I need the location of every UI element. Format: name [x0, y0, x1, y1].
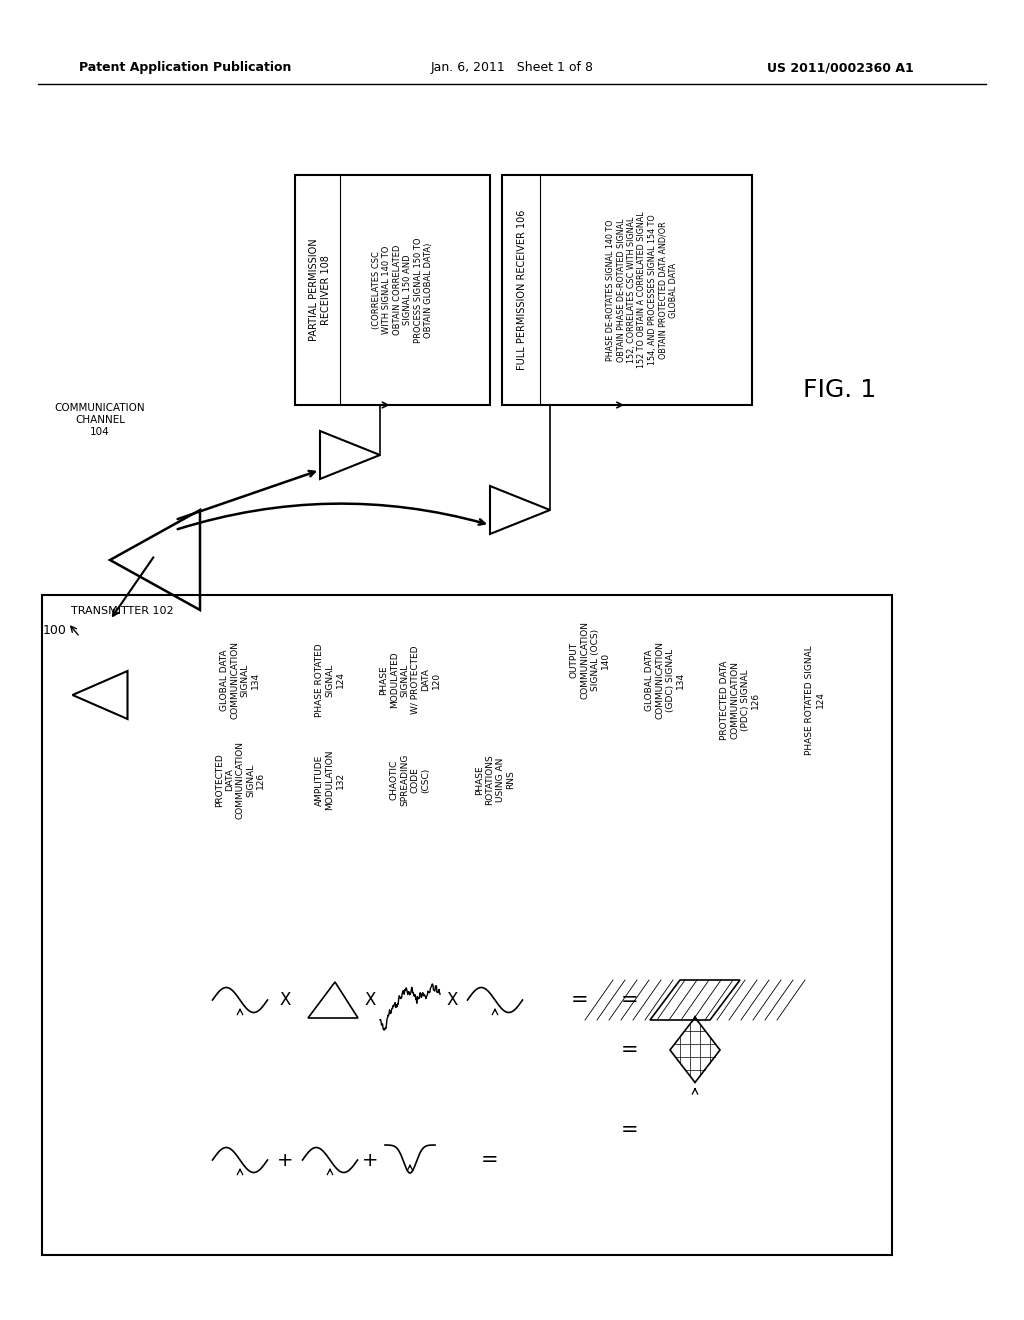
- Bar: [295, 176, 490, 405]
- Text: GLOBAL DATA
COMMUNICATION
(GDC) SIGNAL
134: GLOBAL DATA COMMUNICATION (GDC) SIGNAL 1…: [645, 642, 685, 719]
- Text: PARTIAL PERMISSION
RECEIVER 108: PARTIAL PERMISSION RECEIVER 108: [309, 239, 331, 342]
- Text: PHASE
ROTATIONS
USING AN
RNS: PHASE ROTATIONS USING AN RNS: [475, 755, 515, 805]
- Text: X: X: [280, 991, 291, 1008]
- Text: =: =: [481, 1150, 499, 1170]
- Text: PHASE
MODULATED
SIGNAL
W/ PROTECTED
DATA
120: PHASE MODULATED SIGNAL W/ PROTECTED DATA…: [380, 645, 440, 714]
- Text: FIG. 1: FIG. 1: [804, 378, 877, 403]
- Text: PROTECTED
DATA
COMMUNICATION
SIGNAL
126: PROTECTED DATA COMMUNICATION SIGNAL 126: [215, 741, 265, 818]
- Text: =: =: [622, 990, 639, 1010]
- Text: =: =: [622, 1040, 639, 1060]
- Text: PHASE ROTATED
SIGNAL
124: PHASE ROTATED SIGNAL 124: [315, 643, 345, 717]
- Text: CHAOTIC
SPREADING
CODE
(CSC): CHAOTIC SPREADING CODE (CSC): [390, 754, 430, 807]
- Text: PROTECTED DATA
COMMUNICATION
(PDC) SIGNAL
126: PROTECTED DATA COMMUNICATION (PDC) SIGNA…: [720, 660, 760, 739]
- Text: 100: 100: [43, 623, 67, 636]
- Text: AMPLITUDE
MODULATION
132: AMPLITUDE MODULATION 132: [315, 750, 345, 810]
- Bar: [502, 176, 752, 405]
- Text: US 2011/0002360 A1: US 2011/0002360 A1: [767, 62, 913, 74]
- Text: X: X: [365, 991, 376, 1008]
- Text: OUTPUT
COMMUNICATION
SIGNAL (OCS)
140: OUTPUT COMMUNICATION SIGNAL (OCS) 140: [570, 620, 610, 700]
- Text: +: +: [361, 1151, 378, 1170]
- Text: PHASE DE-ROTATES SIGNAL 140 TO
OBTAIN PHASE DE-ROTATED SIGNAL
152, CORRELATES CS: PHASE DE-ROTATES SIGNAL 140 TO OBTAIN PH…: [606, 211, 678, 368]
- Text: PHASE ROTATED SIGNAL
124: PHASE ROTATED SIGNAL 124: [805, 645, 824, 755]
- Text: TRANSMITTER 102: TRANSMITTER 102: [71, 606, 173, 616]
- Text: X: X: [446, 991, 458, 1008]
- Bar: [42, 595, 892, 1255]
- Text: FULL PERMISSION RECEIVER 106: FULL PERMISSION RECEIVER 106: [517, 210, 527, 370]
- Text: Patent Application Publication: Patent Application Publication: [79, 62, 291, 74]
- Text: =: =: [571, 990, 589, 1010]
- Text: +: +: [276, 1151, 293, 1170]
- Text: (CORRELATES CSC
WITH SIGNAL 140 TO
OBTAIN CORRELATED
SIGNAL 150 AND
PROCESS SIGN: (CORRELATES CSC WITH SIGNAL 140 TO OBTAI…: [372, 238, 433, 343]
- Text: COMMUNICATION
CHANNEL
104: COMMUNICATION CHANNEL 104: [54, 404, 145, 437]
- Text: Jan. 6, 2011   Sheet 1 of 8: Jan. 6, 2011 Sheet 1 of 8: [430, 62, 594, 74]
- Text: GLOBAL DATA
COMMUNICATION
SIGNAL
134: GLOBAL DATA COMMUNICATION SIGNAL 134: [220, 642, 260, 719]
- Text: =: =: [622, 1119, 639, 1140]
